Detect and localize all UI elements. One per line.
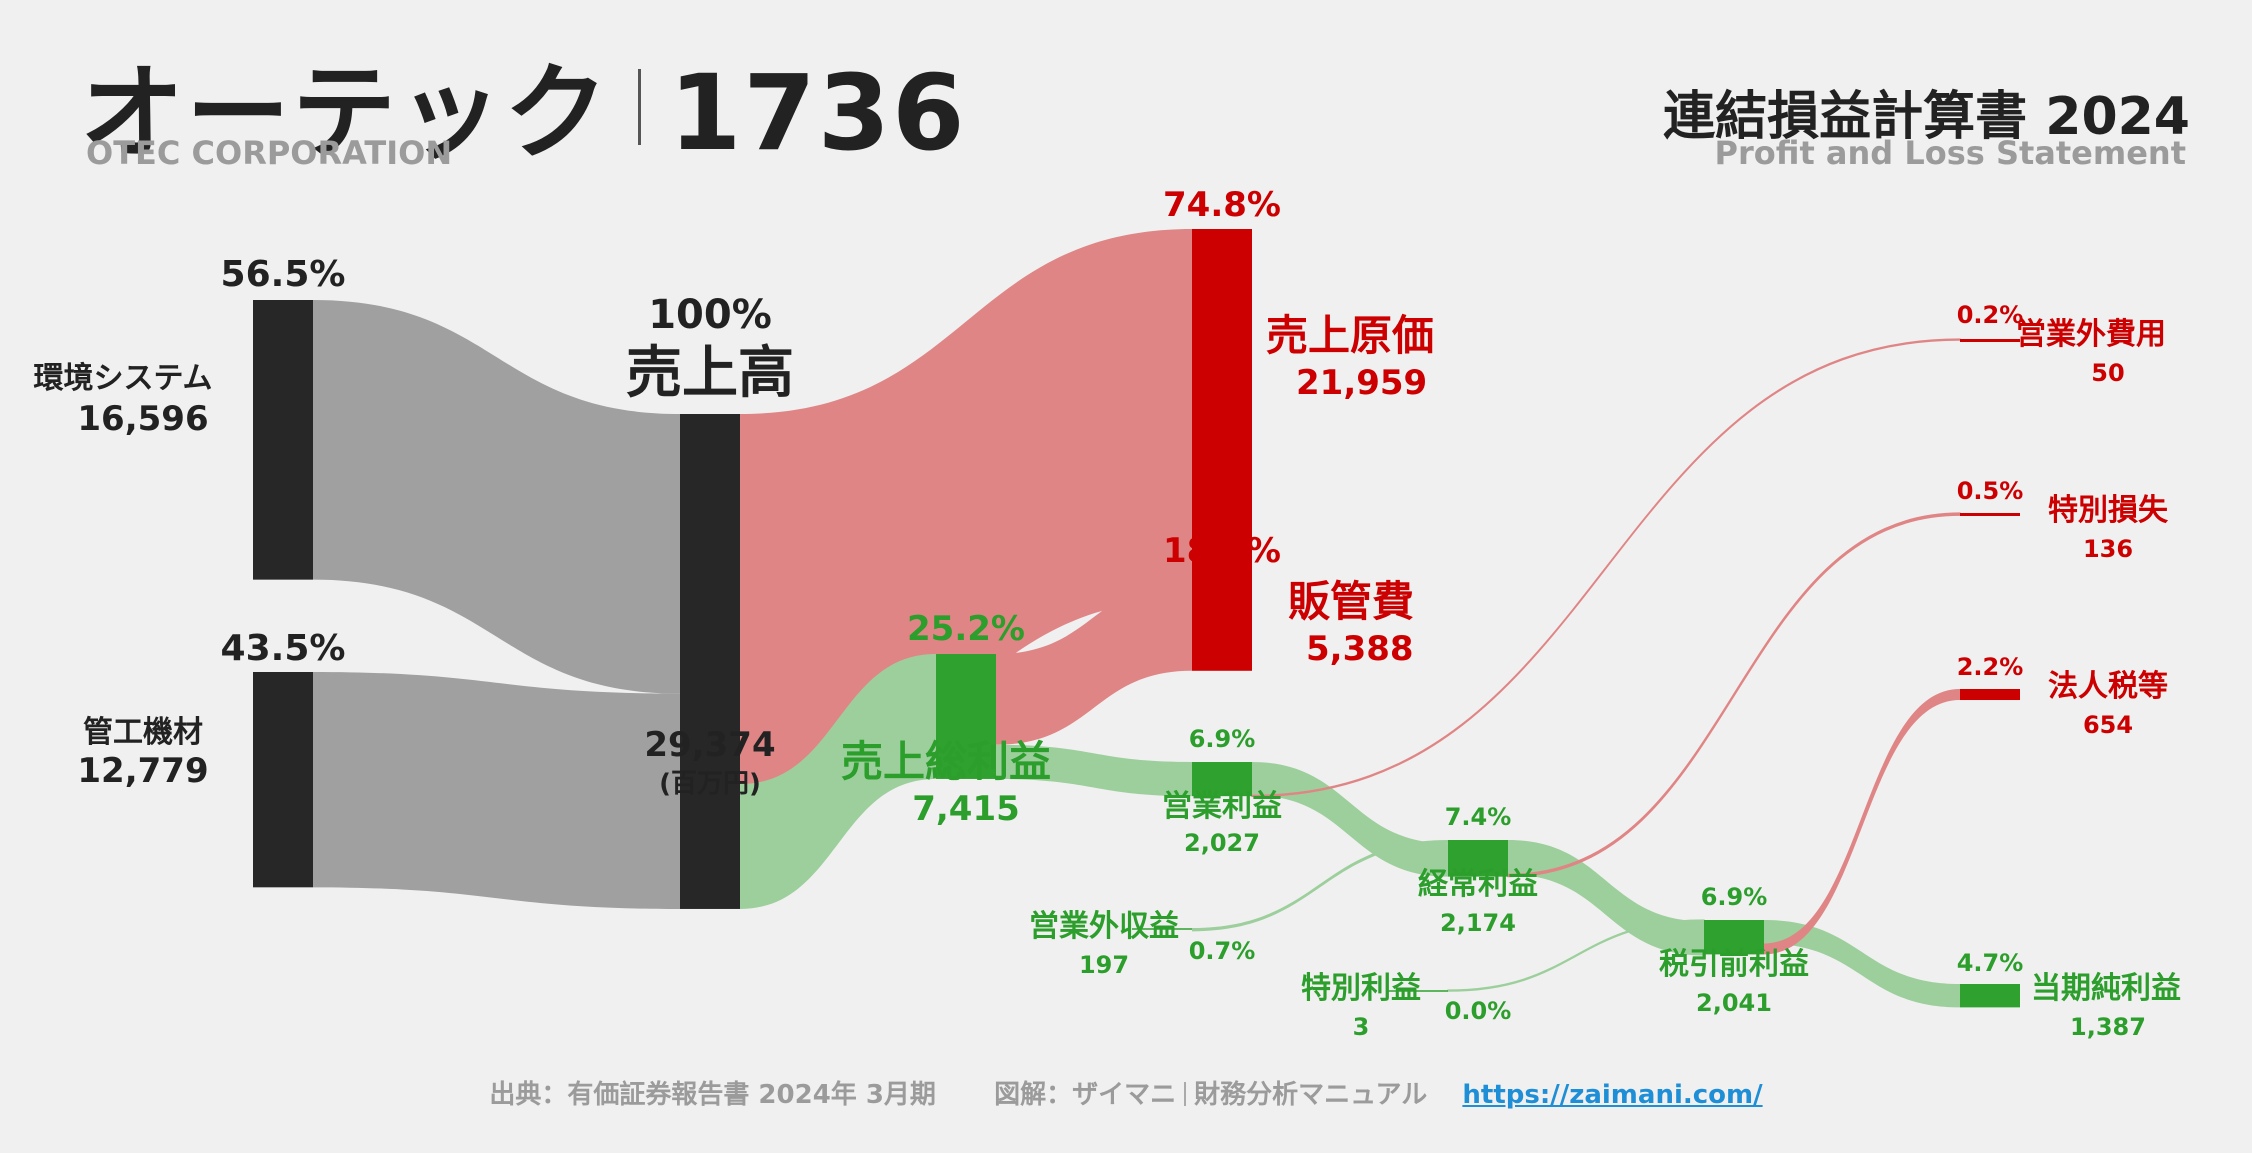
- extra-gain-value-label: 3: [1352, 1013, 1370, 1041]
- unit-label: (百万円): [659, 769, 761, 799]
- node-pretax-profit: [1704, 920, 1764, 955]
- node-revenue: [680, 414, 740, 909]
- credit-note: 図解：ザイマニ: [994, 1080, 1177, 1110]
- pipe-equipment-pct-label: 43.5%: [220, 628, 346, 669]
- flow-operating_profit-to-ordinary_profit: [1252, 762, 1448, 877]
- company-title: オーテック 1736: [80, 28, 966, 179]
- site-link[interactable]: https://zaimani.com/: [1462, 1080, 1763, 1110]
- footer: 出典：有価証券報告書 2024年 3月期 図解：ザイマニ 財務分析マニュアル ht…: [0, 1074, 2252, 1111]
- company-code: 1736: [669, 52, 967, 174]
- statement-title: 連結損益計算書 2024: [1663, 87, 2190, 147]
- node-cogs: [1192, 229, 1252, 600]
- pretax-profit-value-label: 2,041: [1696, 989, 1772, 1017]
- pipe-equipment-value-label: 12,779: [77, 751, 209, 791]
- extra-loss-pct-label: 0.5%: [1956, 477, 2024, 505]
- node-sga: [1192, 580, 1252, 671]
- ordinary-profit-value-label: 2,174: [1440, 909, 1516, 937]
- tax-value-label: 654: [2082, 711, 2134, 739]
- company-name: オーテック: [80, 52, 611, 174]
- net-profit-value-label: 1,387: [2070, 1013, 2146, 1041]
- tax-label-label: 法人税等: [2048, 669, 2168, 704]
- revenue-pct-label: 100%: [648, 292, 772, 338]
- extra-gain-pct-label: 0.0%: [1444, 997, 1512, 1025]
- sga-pct-label: 18.3%: [1163, 531, 1281, 571]
- node-env-system: [253, 300, 313, 580]
- node-gross-profit: [936, 654, 996, 779]
- flow-pretax_profit-to-net_profit: [1764, 920, 1960, 1008]
- env-system-pct-label: 56.5%: [220, 254, 346, 295]
- flow-pretax_profit-to-tax: [1764, 689, 1960, 955]
- flow-env_system-to-revenue: [313, 300, 680, 694]
- company-english-name: OTEC CORPORATION: [86, 134, 453, 172]
- statement-subtitle: Profit and Loss Statement: [1714, 134, 2186, 172]
- env-system-value-label: 16,596: [77, 399, 209, 439]
- ordinary-profit-label-label: 経常利益: [1418, 867, 1538, 902]
- node-pipe-equipment: [253, 672, 313, 888]
- node-extra-loss: [1960, 513, 2020, 516]
- extra-gain-label-label: 特別利益: [1301, 971, 1421, 1006]
- non-op-income-pct-label: 0.7%: [1188, 937, 1256, 965]
- source-note: 出典：有価証券報告書 2024年 3月期: [489, 1080, 936, 1110]
- non-op-expense-value-label: 50: [2091, 359, 2125, 387]
- node-non-op-expense: [1960, 339, 2020, 342]
- sga-label-label: 販管費: [1288, 577, 1415, 626]
- cogs-pct-label: 74.8%: [1163, 185, 1281, 225]
- net-profit-label-label: 当期純利益: [2031, 971, 2181, 1006]
- extra-loss-label-label: 特別損失: [2048, 493, 2168, 528]
- revenue-value-label: 29,374: [644, 725, 776, 765]
- flow-non_op_income-to-ordinary_profit: [1192, 840, 1448, 932]
- pretax-profit-label-label: 税引前利益: [1659, 947, 1809, 982]
- flow-gross_profit-to-sga: [996, 580, 1192, 745]
- non-op-income-value-label: 197: [1078, 951, 1130, 979]
- node-operating-profit: [1192, 762, 1252, 797]
- pipe-equipment-label-label: 管工機材: [83, 715, 203, 750]
- flow-pipe_equipment-to-revenue: [313, 672, 680, 909]
- pretax-profit-pct-label: 6.9%: [1700, 883, 1768, 911]
- flow-revenue-to-gross_profit: [740, 654, 936, 909]
- flow-operating_profit-to-non_op_expense: [1251, 338, 1961, 798]
- sga-value-label: 5,388: [1306, 629, 1414, 669]
- operating-profit-label-label: 営業利益: [1162, 789, 1282, 824]
- gross-profit-pct-label: 25.2%: [907, 609, 1025, 649]
- env-system-label-label: 環境システム: [33, 361, 213, 396]
- node-net-profit: [1960, 984, 2020, 1008]
- gross-profit-value-label: 7,415: [912, 789, 1020, 829]
- sankey-nodes: [253, 229, 2020, 1008]
- revenue-label-label: 売上高: [626, 341, 794, 406]
- non-op-expense-label-label: 営業外費用: [2016, 317, 2166, 352]
- net-profit-pct-label: 4.7%: [1956, 949, 2024, 977]
- operating-profit-value-label: 2,027: [1184, 829, 1260, 857]
- node-ordinary-profit: [1448, 840, 1508, 877]
- extra-loss-value-label: 136: [2082, 535, 2134, 563]
- title-separator: [638, 69, 642, 145]
- flow-gross_profit-to-operating_profit: [996, 744, 1192, 797]
- sankey-flows: [313, 229, 1961, 1008]
- tax-pct-label: 2.2%: [1956, 653, 2024, 681]
- flow-revenue-to-cogs: [740, 229, 1192, 785]
- non-op-expense-pct-label: 0.2%: [1956, 301, 2024, 329]
- credit-note-2: 財務分析マニュアル: [1194, 1080, 1428, 1110]
- non-op-income-label-label: 営業外収益: [1029, 909, 1179, 944]
- node-tax: [1960, 689, 2020, 701]
- ordinary-profit-pct-label: 7.4%: [1444, 803, 1512, 831]
- credit-separator: [1184, 1082, 1187, 1106]
- cogs-label-label: 売上原価: [1266, 311, 1435, 360]
- flow-ordinary_profit-to-extra_loss: [1507, 512, 1961, 878]
- operating-profit-pct-label: 6.9%: [1188, 725, 1256, 753]
- cogs-value-label: 21,959: [1296, 363, 1428, 403]
- gross-profit-label-label: 売上総利益: [840, 737, 1052, 786]
